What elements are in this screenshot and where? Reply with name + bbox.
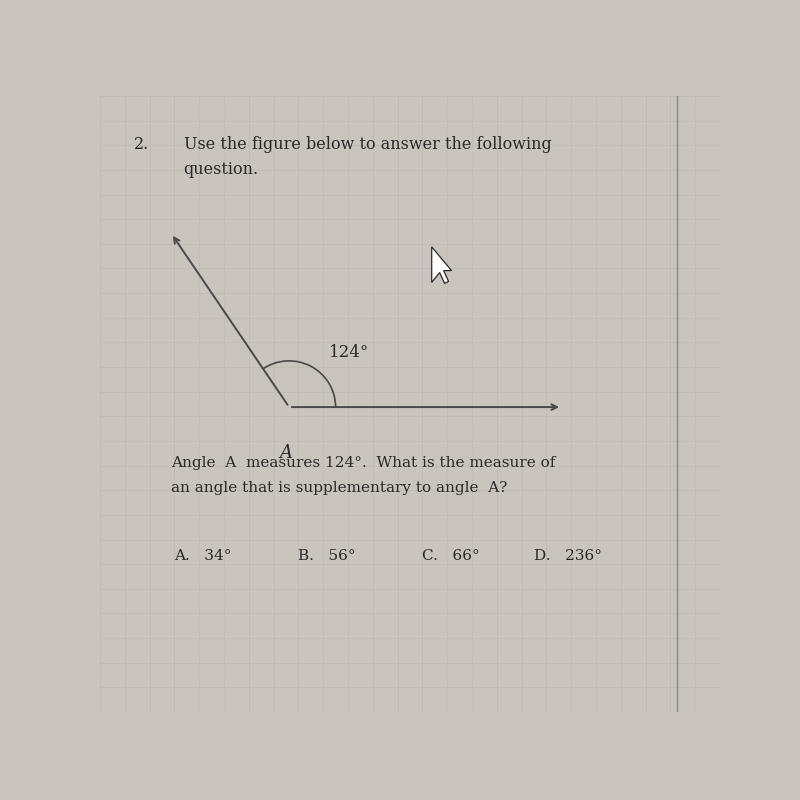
- Text: A: A: [279, 444, 293, 462]
- Text: B.   56°: B. 56°: [298, 549, 356, 562]
- Text: A.   34°: A. 34°: [174, 549, 232, 562]
- Text: 2.: 2.: [134, 136, 150, 153]
- Text: 124°: 124°: [330, 344, 370, 361]
- Text: an angle that is supplementary to angle  A?: an angle that is supplementary to angle …: [171, 481, 508, 495]
- Text: D.   236°: D. 236°: [534, 549, 602, 562]
- Text: question.: question.: [184, 161, 259, 178]
- Polygon shape: [432, 247, 451, 283]
- Text: Angle  A  measures 124°.  What is the measure of: Angle A measures 124°. What is the measu…: [171, 456, 556, 470]
- Text: Use the figure below to answer the following: Use the figure below to answer the follo…: [184, 136, 551, 153]
- Text: C.   66°: C. 66°: [422, 549, 480, 562]
